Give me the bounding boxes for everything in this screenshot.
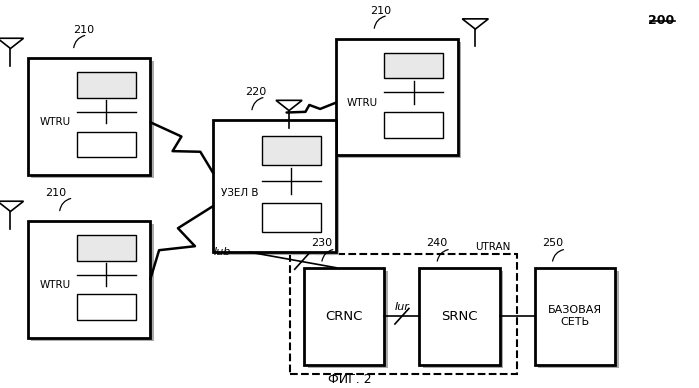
Bar bbox=[535, 268, 615, 365]
Text: 230: 230 bbox=[311, 238, 332, 248]
Bar bbox=[28, 58, 150, 175]
Text: 210: 210 bbox=[370, 5, 391, 16]
Bar bbox=[31, 61, 154, 178]
Bar bbox=[419, 268, 500, 365]
Bar bbox=[308, 271, 388, 368]
Bar bbox=[304, 268, 384, 365]
Text: UTRAN: UTRAN bbox=[475, 242, 510, 252]
Text: 210: 210 bbox=[73, 25, 94, 35]
Bar bbox=[384, 53, 443, 78]
Bar bbox=[77, 294, 136, 320]
Polygon shape bbox=[0, 201, 24, 211]
Text: WTRU: WTRU bbox=[347, 98, 378, 108]
Bar bbox=[384, 112, 443, 138]
Text: 200: 200 bbox=[648, 14, 675, 27]
Text: Iub: Iub bbox=[213, 247, 231, 257]
Bar bbox=[262, 203, 321, 232]
Bar bbox=[290, 254, 517, 374]
Polygon shape bbox=[0, 38, 24, 48]
Text: 240: 240 bbox=[426, 238, 447, 248]
Bar bbox=[213, 120, 336, 252]
Text: 220: 220 bbox=[245, 87, 266, 97]
Text: 210: 210 bbox=[45, 188, 66, 198]
Text: WTRU: WTRU bbox=[39, 117, 71, 127]
Bar bbox=[339, 42, 461, 158]
Bar bbox=[77, 235, 136, 261]
Text: 250: 250 bbox=[542, 238, 563, 248]
Text: CRNC: CRNC bbox=[326, 310, 363, 323]
Text: УЗЕЛ В: УЗЕЛ В bbox=[222, 188, 259, 198]
Text: WTRU: WTRU bbox=[39, 280, 71, 290]
Bar bbox=[217, 123, 339, 255]
Text: БАЗОВАЯ
СЕТЬ: БАЗОВАЯ СЕТЬ bbox=[548, 305, 602, 327]
Polygon shape bbox=[462, 19, 489, 29]
Bar bbox=[28, 221, 150, 338]
Bar bbox=[77, 72, 136, 98]
Bar bbox=[262, 136, 321, 165]
Text: Iur: Iur bbox=[394, 301, 410, 312]
Text: ФИГ. 2: ФИГ. 2 bbox=[328, 373, 371, 386]
Text: SRNC: SRNC bbox=[441, 310, 478, 323]
Bar bbox=[336, 39, 458, 155]
Polygon shape bbox=[276, 100, 302, 111]
Bar bbox=[538, 271, 619, 368]
Bar bbox=[31, 224, 154, 341]
Bar bbox=[423, 271, 503, 368]
Bar bbox=[77, 132, 136, 157]
